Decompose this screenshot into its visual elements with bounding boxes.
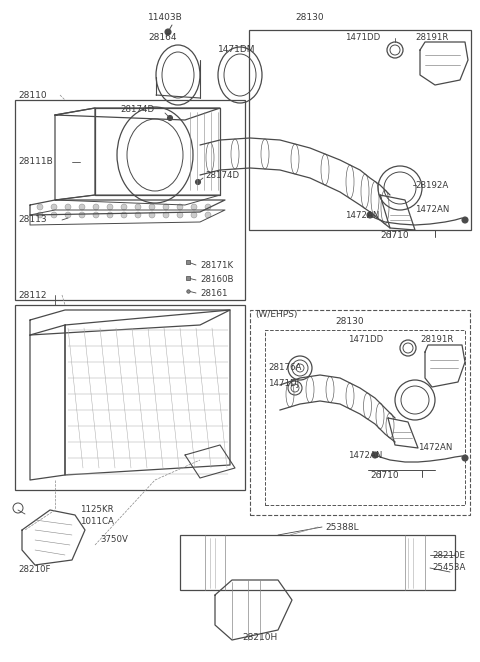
Text: 26710: 26710 [370,471,398,479]
Circle shape [93,212,99,218]
Circle shape [462,217,468,223]
Circle shape [37,204,43,210]
Text: 28174D: 28174D [120,105,154,115]
Circle shape [107,204,113,210]
Text: 28160B: 28160B [200,275,233,285]
Text: 11403B: 11403B [148,13,183,23]
Text: 1471DM: 1471DM [218,46,255,54]
Text: 28191R: 28191R [415,34,448,42]
Text: 28191R: 28191R [420,336,454,344]
Bar [249,30,471,230]
Bar [15,305,245,490]
Circle shape [195,179,201,185]
Circle shape [163,212,169,218]
Circle shape [107,212,113,218]
Circle shape [135,212,141,218]
Circle shape [37,212,43,218]
Bar [265,330,465,505]
Text: 28113: 28113 [18,216,47,224]
Text: 28174D: 28174D [205,171,239,179]
Text: 28176A: 28176A [268,363,301,373]
Bar [15,100,245,300]
Text: 28210E: 28210E [432,551,465,559]
Circle shape [191,212,197,218]
Text: 28111B: 28111B [18,158,53,167]
Circle shape [372,452,378,458]
Circle shape [165,29,171,35]
Circle shape [177,212,183,218]
Circle shape [205,212,211,218]
Circle shape [168,115,172,120]
Circle shape [93,204,99,210]
Text: 1472AN: 1472AN [345,211,379,220]
Circle shape [205,204,211,210]
Text: 1125KR: 1125KR [80,506,114,514]
Circle shape [191,204,197,210]
Circle shape [135,204,141,210]
Text: 1472AN: 1472AN [418,444,452,453]
Circle shape [65,204,71,210]
Text: 1471DD: 1471DD [348,336,383,344]
Circle shape [462,455,468,461]
Circle shape [51,212,57,218]
Text: 28130: 28130 [295,13,324,23]
Text: 1471DJ: 1471DJ [268,379,299,387]
Text: 28161: 28161 [200,289,228,297]
Circle shape [177,204,183,210]
Text: 28164: 28164 [148,34,177,42]
Circle shape [149,212,155,218]
Text: 28112: 28112 [18,291,47,299]
Text: 25388L: 25388L [325,522,359,532]
Circle shape [79,212,85,218]
Text: 3750V: 3750V [100,536,128,545]
Circle shape [79,204,85,210]
Circle shape [367,212,373,218]
Text: 1471DD: 1471DD [345,34,380,42]
Text: 28210F: 28210F [18,565,50,575]
Bar [180,535,455,590]
Circle shape [149,204,155,210]
Text: 28171K: 28171K [200,261,233,269]
Text: 1472AN: 1472AN [348,451,383,459]
Text: 28110: 28110 [18,91,47,99]
Text: 25453A: 25453A [432,563,466,573]
Text: 26710: 26710 [380,230,408,240]
Circle shape [65,212,71,218]
Text: 28192A: 28192A [415,181,448,189]
Circle shape [121,204,127,210]
Text: 28210H: 28210H [242,634,277,643]
Text: (W/EHPS): (W/EHPS) [255,310,298,320]
Text: 1472AN: 1472AN [415,205,449,214]
Text: 1011CA: 1011CA [80,518,114,526]
Bar [250,310,470,515]
Circle shape [163,204,169,210]
Circle shape [51,204,57,210]
Text: 28130: 28130 [335,318,364,326]
Circle shape [121,212,127,218]
